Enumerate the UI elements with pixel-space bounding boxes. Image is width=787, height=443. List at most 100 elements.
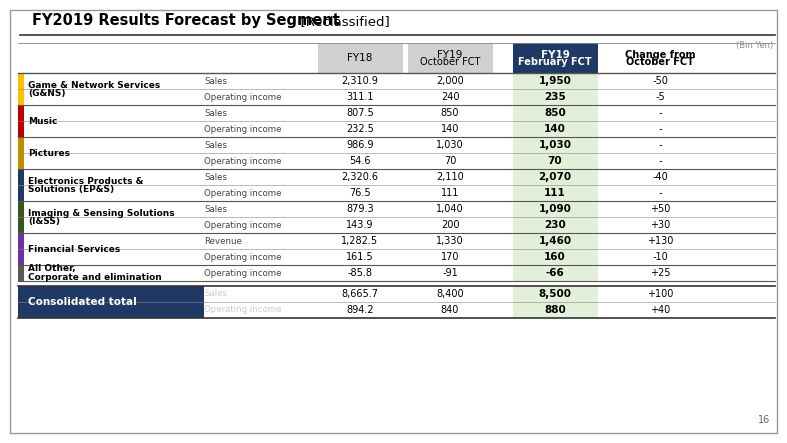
Bar <box>18 265 24 281</box>
Text: 232.5: 232.5 <box>346 124 374 134</box>
Text: October FCT: October FCT <box>626 57 694 67</box>
Bar <box>18 169 24 201</box>
Text: -91: -91 <box>442 268 458 278</box>
Text: 1,330: 1,330 <box>436 236 464 246</box>
Text: 230: 230 <box>544 220 566 230</box>
Text: 2,110: 2,110 <box>436 172 464 182</box>
Text: 170: 170 <box>441 252 460 262</box>
Text: (I&SS): (I&SS) <box>28 217 60 225</box>
Text: Music: Music <box>28 117 57 125</box>
Text: +30: +30 <box>650 220 670 230</box>
Text: -: - <box>658 124 662 134</box>
Text: 240: 240 <box>441 92 460 102</box>
Text: 111: 111 <box>441 188 459 198</box>
Text: Operating income: Operating income <box>204 124 282 133</box>
Text: [Reclassified]: [Reclassified] <box>292 15 390 28</box>
Text: Sales: Sales <box>204 109 227 117</box>
Text: February FCT: February FCT <box>518 57 592 67</box>
Text: 2,000: 2,000 <box>436 76 464 86</box>
Bar <box>408 43 493 73</box>
Bar <box>512 265 597 281</box>
Text: 200: 200 <box>441 220 460 230</box>
Text: (Bin Yen): (Bin Yen) <box>736 41 773 50</box>
Text: Operating income: Operating income <box>204 268 282 277</box>
Text: 8,400: 8,400 <box>436 289 464 299</box>
Bar <box>18 105 24 137</box>
Bar <box>18 137 24 169</box>
Text: October FCT: October FCT <box>419 57 480 67</box>
Text: 76.5: 76.5 <box>349 188 371 198</box>
Text: 54.6: 54.6 <box>349 156 371 166</box>
Text: 161.5: 161.5 <box>346 252 374 262</box>
Text: 8,665.7: 8,665.7 <box>342 289 379 299</box>
Text: 111: 111 <box>544 188 566 198</box>
Text: 235: 235 <box>544 92 566 102</box>
Text: -66: -66 <box>545 268 564 278</box>
Text: -10: -10 <box>652 252 668 262</box>
Text: FY19: FY19 <box>541 50 570 60</box>
Bar <box>18 233 24 265</box>
Text: -: - <box>658 188 662 198</box>
Text: 1,040: 1,040 <box>436 204 464 214</box>
Bar <box>512 43 597 73</box>
Text: 894.2: 894.2 <box>346 305 374 315</box>
Bar <box>512 137 597 169</box>
Text: -40: -40 <box>652 172 668 182</box>
Text: -: - <box>658 140 662 150</box>
Text: Operating income: Operating income <box>204 253 282 261</box>
Text: 1,460: 1,460 <box>538 236 571 246</box>
Text: -85.8: -85.8 <box>348 268 372 278</box>
Text: Change from: Change from <box>625 50 695 60</box>
Bar <box>512 105 597 137</box>
Text: -50: -50 <box>652 76 668 86</box>
Text: Operating income: Operating income <box>204 156 282 166</box>
Text: Sales: Sales <box>204 140 227 149</box>
Text: +40: +40 <box>650 305 670 315</box>
Bar <box>512 169 597 201</box>
Text: 807.5: 807.5 <box>346 108 374 118</box>
Text: +50: +50 <box>650 204 671 214</box>
Bar <box>18 286 204 318</box>
Text: 8,500: 8,500 <box>538 289 571 299</box>
Text: Sales: Sales <box>204 172 227 182</box>
Text: Consolidated total: Consolidated total <box>28 297 137 307</box>
Text: Solutions (EP&S): Solutions (EP&S) <box>28 184 114 194</box>
Text: Operating income: Operating income <box>204 189 282 198</box>
Text: Electronics Products &: Electronics Products & <box>28 176 143 186</box>
Text: 1,030: 1,030 <box>538 140 571 150</box>
Text: +100: +100 <box>647 289 673 299</box>
Text: 1,090: 1,090 <box>538 204 571 214</box>
Text: 850: 850 <box>544 108 566 118</box>
Text: FY18: FY18 <box>347 53 373 63</box>
Text: Corporate and elimination: Corporate and elimination <box>28 272 162 281</box>
Text: Financial Services: Financial Services <box>28 245 120 253</box>
Bar <box>317 43 402 73</box>
Text: Sales: Sales <box>204 205 227 214</box>
Text: Revenue: Revenue <box>204 237 242 245</box>
Text: 140: 140 <box>441 124 459 134</box>
Text: Game & Network Services: Game & Network Services <box>28 81 161 89</box>
Text: 70: 70 <box>548 156 563 166</box>
Text: 140: 140 <box>544 124 566 134</box>
Text: (G&NS): (G&NS) <box>28 89 65 97</box>
Text: -5: -5 <box>655 92 665 102</box>
Text: 311.1: 311.1 <box>346 92 374 102</box>
Text: Pictures: Pictures <box>28 148 70 158</box>
Text: +25: +25 <box>650 268 671 278</box>
Text: Sales: Sales <box>204 77 227 85</box>
Text: -: - <box>658 108 662 118</box>
Text: 880: 880 <box>544 305 566 315</box>
Text: 160: 160 <box>544 252 566 262</box>
Text: 2,310.9: 2,310.9 <box>342 76 379 86</box>
Text: Operating income: Operating income <box>204 93 282 101</box>
Text: 1,950: 1,950 <box>538 76 571 86</box>
Text: 2,320.6: 2,320.6 <box>342 172 379 182</box>
Text: 2,070: 2,070 <box>538 172 571 182</box>
Text: Operating income: Operating income <box>204 306 282 315</box>
Text: FY19: FY19 <box>438 50 463 60</box>
Text: 1,282.5: 1,282.5 <box>342 236 379 246</box>
Bar <box>512 73 597 105</box>
Text: +130: +130 <box>647 236 673 246</box>
Text: 986.9: 986.9 <box>346 140 374 150</box>
Bar <box>18 201 24 233</box>
